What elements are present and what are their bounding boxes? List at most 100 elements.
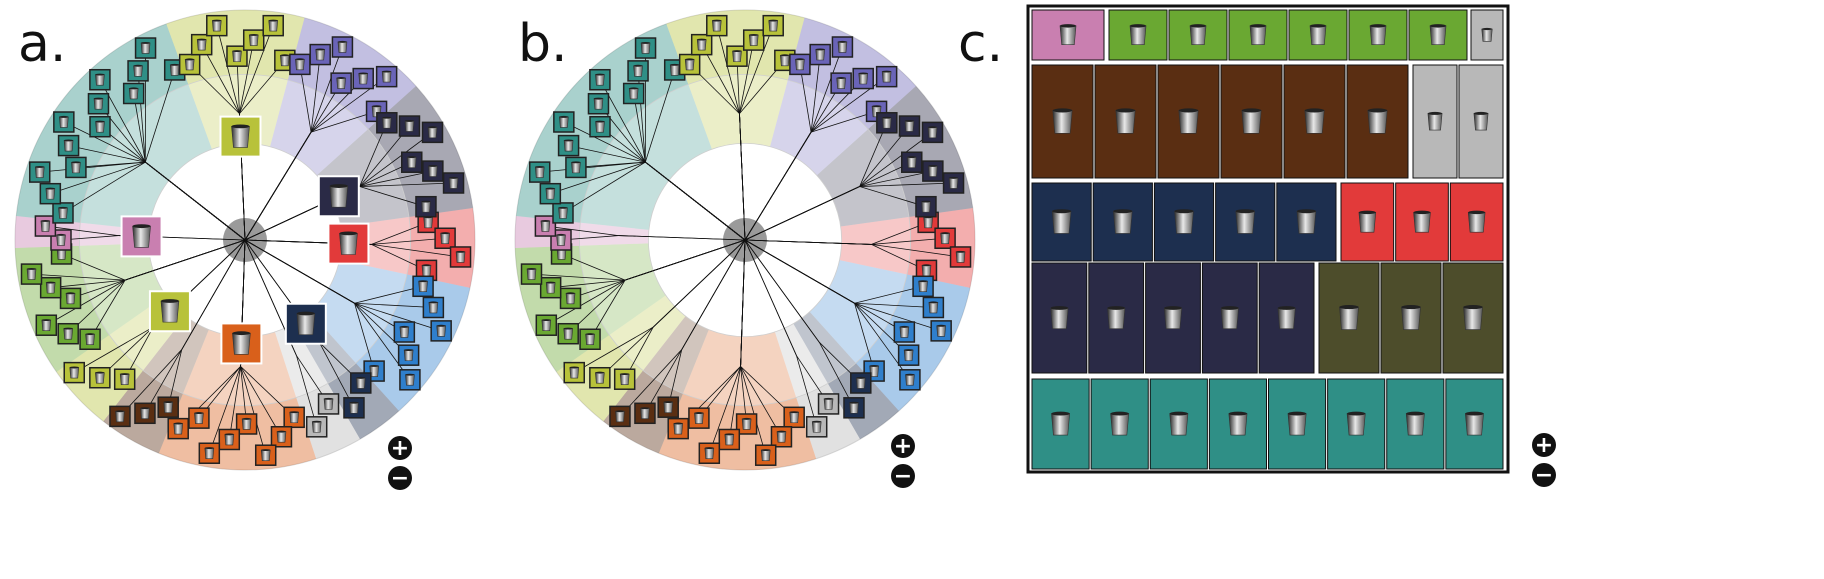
- vessel-icon: [133, 64, 143, 77]
- tree-edge: [819, 342, 855, 409]
- vessel-icon: [169, 63, 180, 76]
- tree-edge: [299, 64, 312, 133]
- tree-edge: [371, 244, 461, 258]
- tree-edge: [575, 161, 646, 168]
- vessel-icon: [795, 58, 805, 71]
- svg-text:+: +: [894, 434, 912, 459]
- tree-edge: [744, 239, 820, 343]
- tree-edge: [208, 366, 241, 454]
- vessel-icon: [1463, 305, 1483, 330]
- tree-edge: [354, 285, 424, 304]
- vessel-icon: [540, 219, 551, 232]
- vessel-icon: [26, 268, 37, 280]
- vessel-icon: [128, 87, 139, 100]
- tree-edge: [75, 161, 146, 168]
- tree-edge: [796, 355, 818, 427]
- vessel-icon: [545, 281, 556, 294]
- cluster-sector: [796, 383, 860, 459]
- vessel-icon: [669, 63, 680, 76]
- tree-edge: [228, 366, 241, 440]
- vessel-icon: [1059, 24, 1077, 46]
- vessel-icon: [163, 401, 174, 413]
- vessel-icon: [593, 97, 604, 110]
- vessel-icon: [569, 366, 580, 379]
- plus-icon[interactable]: +: [891, 434, 915, 459]
- vessel-icon: [704, 447, 715, 459]
- tree-edge: [354, 302, 434, 308]
- vessel-icon: [921, 200, 931, 213]
- vessel-icon: [93, 97, 104, 110]
- vessel-icon: [280, 54, 290, 67]
- vessel-icon: [1163, 306, 1183, 329]
- vessel-icon: [1110, 411, 1130, 436]
- tree-edge: [859, 170, 933, 187]
- plus-icon[interactable]: +: [388, 436, 412, 461]
- tree-edge: [144, 69, 176, 163]
- tree-edge: [708, 366, 741, 454]
- tree-edge: [45, 225, 119, 236]
- vessel-icon: [160, 299, 180, 323]
- vessel-icon: [837, 40, 848, 53]
- tree-edge: [244, 131, 312, 241]
- vessel-icon: [85, 333, 95, 345]
- tree-edge: [859, 132, 933, 187]
- vessel-icon: [1413, 210, 1431, 233]
- minus-icon[interactable]: −: [388, 466, 412, 491]
- tree-edge: [810, 54, 821, 133]
- vessel-icon: [71, 161, 81, 174]
- vessel-icon: [836, 77, 846, 89]
- plus-icon[interactable]: +: [1532, 433, 1556, 458]
- vessel-icon: [211, 19, 222, 32]
- vessel-icon: [194, 412, 204, 424]
- tree-edge: [545, 225, 619, 236]
- vessel-icon: [921, 264, 932, 277]
- cluster-sector: [816, 86, 973, 227]
- tree-edge: [239, 25, 274, 114]
- tree-edge: [50, 161, 146, 195]
- vessel-icon: [1277, 306, 1296, 329]
- tree-edge: [68, 145, 146, 163]
- vessel-icon: [1405, 411, 1425, 436]
- tree-edge: [563, 121, 646, 163]
- vessel-icon: [337, 40, 348, 53]
- vessel-icon: [440, 232, 450, 244]
- vessel-icon: [1107, 306, 1126, 329]
- vessel-icon: [545, 187, 556, 200]
- vessel-icon: [595, 73, 605, 86]
- vessel-icon: [882, 116, 892, 129]
- vessel-icon: [563, 327, 574, 340]
- vessel-icon: [63, 327, 74, 340]
- tree-edge: [124, 239, 246, 281]
- vessel-icon: [633, 64, 643, 77]
- tree-edge: [359, 182, 454, 187]
- vessel-icon: [1050, 306, 1069, 329]
- minus-icon[interactable]: −: [891, 464, 915, 489]
- vessel-icon: [1113, 209, 1133, 234]
- minus-icon[interactable]: −: [1532, 463, 1556, 488]
- vessel-icon: [224, 433, 235, 446]
- tree-edge: [181, 239, 246, 350]
- vessel-icon: [940, 232, 950, 244]
- vessel-icon: [1249, 24, 1267, 46]
- vessel-icon: [418, 280, 428, 293]
- vessel-icon: [1178, 108, 1199, 134]
- tree-edge: [244, 239, 355, 304]
- tree-edge: [240, 366, 282, 437]
- vessel-icon: [1358, 210, 1377, 233]
- vessel-icon: [1465, 411, 1484, 436]
- vessel-icon: [696, 38, 707, 51]
- vessel-icon: [640, 407, 650, 420]
- vessel-icon: [905, 373, 915, 386]
- vessel-icon: [448, 176, 459, 189]
- tree-edge: [62, 161, 146, 214]
- vessel-icon: [1467, 210, 1486, 233]
- tree-edge: [744, 239, 797, 356]
- vessel-icon: [140, 41, 151, 54]
- vessel-icon: [132, 224, 151, 248]
- vessel-icon: [34, 166, 45, 178]
- tree-edge: [744, 186, 860, 241]
- tree-edge: [63, 121, 146, 163]
- vessel-icon: [1228, 411, 1248, 436]
- tree-edge: [310, 46, 343, 133]
- tree-edge: [133, 93, 146, 163]
